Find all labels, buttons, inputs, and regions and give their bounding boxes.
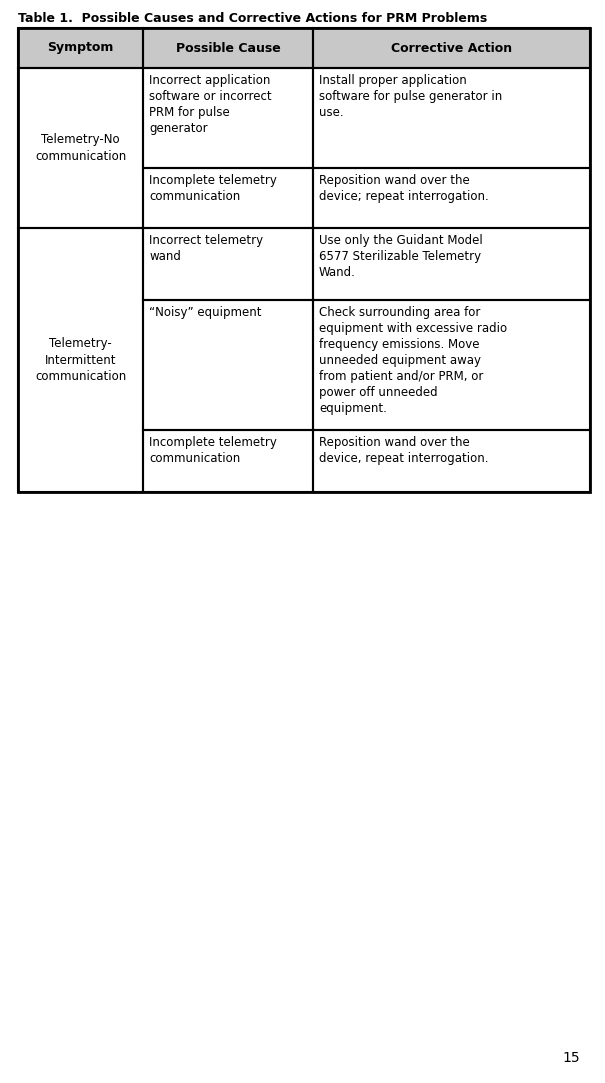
Text: “Noisy” equipment: “Noisy” equipment: [149, 306, 261, 319]
Bar: [313, 168, 590, 229]
Bar: [313, 430, 590, 492]
Text: Incorrect application
software or incorrect
PRM for pulse
generator: Incorrect application software or incorr…: [149, 74, 272, 135]
Text: Table 1.  Possible Causes and Corrective Actions for PRM Problems: Table 1. Possible Causes and Corrective …: [18, 12, 487, 25]
Bar: [18, 28, 590, 68]
Bar: [143, 168, 313, 229]
Bar: [143, 68, 313, 168]
Bar: [143, 300, 313, 430]
Text: Symptom: Symptom: [47, 41, 114, 54]
Text: Corrective Action: Corrective Action: [391, 41, 512, 54]
Bar: [143, 28, 313, 68]
Bar: [313, 28, 590, 68]
Text: Check surrounding area for
equipment with excessive radio
frequency emissions. M: Check surrounding area for equipment wit…: [319, 306, 507, 415]
Bar: [313, 229, 590, 300]
Text: Use only the Guidant Model
6577 Sterilizable Telemetry
Wand.: Use only the Guidant Model 6577 Steriliz…: [319, 234, 483, 279]
Bar: [143, 430, 313, 492]
Text: Incomplete telemetry
communication: Incomplete telemetry communication: [149, 174, 277, 203]
Text: Install proper application
software for pulse generator in
use.: Install proper application software for …: [319, 74, 502, 119]
Bar: [143, 229, 313, 300]
Bar: [18, 229, 143, 492]
Bar: [313, 300, 590, 430]
Bar: [18, 28, 143, 68]
Text: Possible Cause: Possible Cause: [175, 41, 280, 54]
Text: Reposition wand over the
device; repeat interrogation.: Reposition wand over the device; repeat …: [319, 174, 489, 203]
Bar: [313, 68, 590, 168]
Text: Incorrect telemetry
wand: Incorrect telemetry wand: [149, 234, 263, 263]
Text: Incomplete telemetry
communication: Incomplete telemetry communication: [149, 436, 277, 465]
Text: Telemetry-
Intermittent
communication: Telemetry- Intermittent communication: [35, 338, 126, 382]
Bar: [18, 28, 590, 492]
Text: 15: 15: [563, 1051, 580, 1065]
Bar: [18, 68, 143, 229]
Text: Telemetry-No
communication: Telemetry-No communication: [35, 133, 126, 162]
Text: Reposition wand over the
device, repeat interrogation.: Reposition wand over the device, repeat …: [319, 436, 488, 465]
